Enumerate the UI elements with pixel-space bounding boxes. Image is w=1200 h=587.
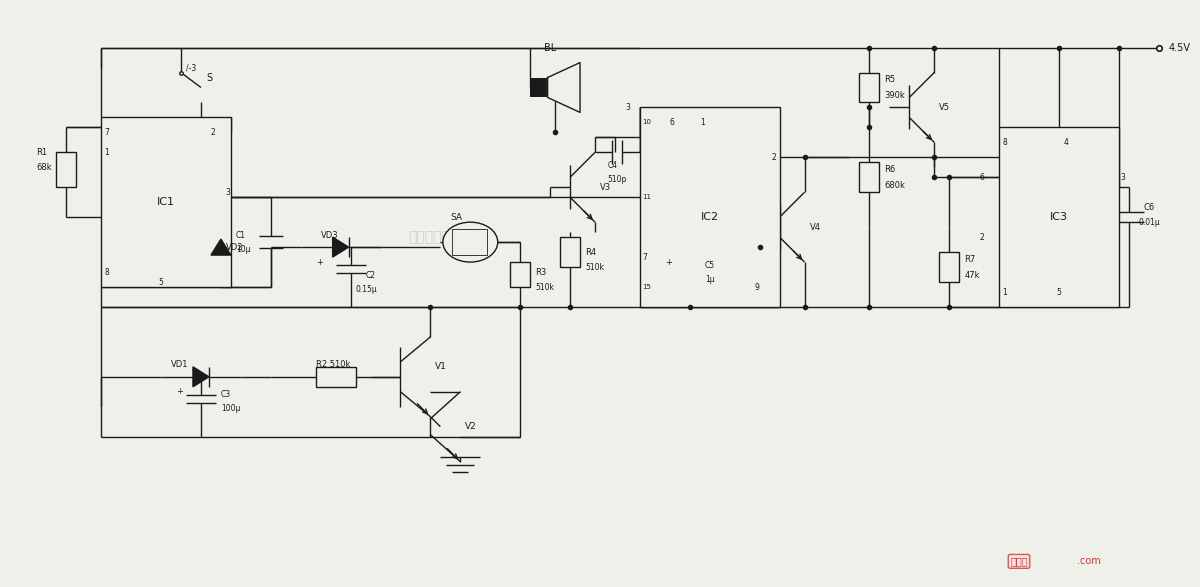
Text: 10: 10 [642, 119, 650, 126]
Text: S: S [206, 73, 212, 83]
Text: 5: 5 [1056, 288, 1061, 296]
Text: /-3: /-3 [186, 63, 197, 72]
Bar [452, 229, 487, 255]
Text: VD2: VD2 [226, 242, 244, 252]
Text: 510p: 510p [607, 175, 626, 184]
Text: 68k: 68k [36, 163, 52, 172]
Text: 4.5V: 4.5V [1169, 43, 1190, 53]
Text: 杭州将泰科技有限公司: 杭州将泰科技有限公司 [408, 230, 492, 244]
Text: 7: 7 [642, 252, 647, 262]
Bar [859, 73, 880, 103]
Text: .com: .com [1076, 556, 1100, 566]
Text: SA: SA [450, 212, 462, 222]
Text: IC1: IC1 [157, 197, 175, 207]
Text: 1: 1 [1002, 288, 1007, 296]
Text: 8: 8 [1002, 138, 1007, 147]
Text: +: + [316, 258, 323, 266]
Bar [940, 252, 959, 282]
Text: R2 510k: R2 510k [316, 360, 350, 369]
Text: 1: 1 [104, 148, 109, 157]
Text: 8: 8 [104, 268, 109, 276]
Bar [640, 107, 780, 307]
Text: V3: V3 [600, 183, 611, 192]
Bar [101, 117, 230, 287]
Ellipse shape [443, 222, 498, 262]
Text: 510k: 510k [586, 262, 604, 272]
Text: 4: 4 [1064, 138, 1069, 147]
Text: 9: 9 [755, 282, 760, 292]
Bar [530, 77, 547, 97]
Text: R5: R5 [884, 75, 895, 84]
Text: 1: 1 [700, 118, 704, 127]
Polygon shape [193, 367, 209, 387]
Polygon shape [211, 239, 230, 255]
Text: V4: V4 [810, 222, 821, 232]
Text: R3: R3 [535, 268, 546, 276]
Text: 1μ: 1μ [704, 275, 714, 284]
Text: R4: R4 [586, 248, 596, 257]
Text: IC2: IC2 [701, 212, 719, 222]
Text: R1: R1 [36, 148, 48, 157]
Text: IC3: IC3 [1050, 212, 1068, 222]
Text: 10μ: 10μ [236, 245, 251, 254]
Text: 5: 5 [158, 278, 163, 286]
Text: VD1: VD1 [172, 360, 188, 369]
Text: +: + [665, 258, 672, 266]
Bar [316, 367, 355, 387]
Text: 2: 2 [211, 128, 216, 137]
Text: C6: C6 [1144, 203, 1154, 212]
Text: BL: BL [544, 43, 557, 53]
Text: 3: 3 [226, 188, 230, 197]
Text: 680k: 680k [884, 181, 905, 190]
Text: C1: C1 [236, 231, 246, 239]
Polygon shape [332, 237, 348, 257]
Polygon shape [547, 63, 580, 113]
Text: 510k: 510k [535, 282, 554, 292]
Text: 100μ: 100μ [221, 404, 240, 413]
Text: VD3: VD3 [320, 231, 338, 239]
Text: 0.01μ: 0.01μ [1139, 218, 1160, 227]
Text: 15: 15 [642, 284, 650, 290]
Text: 390k: 390k [884, 91, 905, 100]
Text: V5: V5 [940, 103, 950, 112]
Text: 3: 3 [1121, 173, 1126, 182]
Text: C4: C4 [607, 161, 618, 170]
Text: 2: 2 [979, 232, 984, 242]
Bar [1000, 127, 1118, 307]
Text: C3: C3 [221, 390, 232, 399]
Text: C5: C5 [704, 261, 715, 269]
Text: 47k: 47k [964, 271, 979, 279]
Text: 7: 7 [104, 128, 109, 137]
Text: 11: 11 [642, 194, 650, 200]
Bar [859, 163, 880, 192]
Text: 接线图: 接线图 [1010, 556, 1028, 566]
Text: V2: V2 [466, 422, 478, 431]
Bar [560, 237, 580, 267]
Text: R6: R6 [884, 165, 895, 174]
Text: C2: C2 [366, 271, 376, 279]
Text: 0.15μ: 0.15μ [355, 285, 377, 294]
Text: 6: 6 [670, 118, 674, 127]
Text: 2: 2 [772, 153, 776, 162]
Bar [510, 262, 530, 287]
Text: 6: 6 [979, 173, 984, 182]
Bar [56, 153, 77, 187]
Text: +: + [176, 387, 182, 396]
Text: V1: V1 [436, 362, 448, 372]
Text: 3: 3 [625, 103, 630, 112]
Text: R7: R7 [964, 255, 976, 264]
